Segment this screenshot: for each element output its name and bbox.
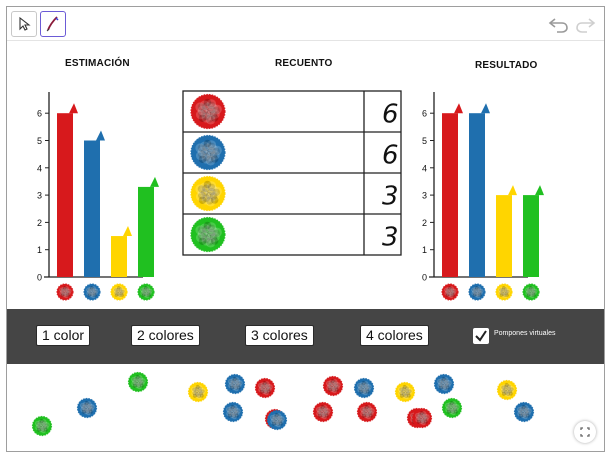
- y-tick-label: 4: [37, 163, 42, 173]
- resultado-title: RESULTADO: [475, 60, 538, 71]
- pen-icon: [46, 16, 59, 32]
- y-tick-label: 1: [37, 245, 42, 255]
- row-pompom-green: [190, 216, 226, 253]
- redo-icon: [576, 18, 596, 33]
- y-tick-label: 1: [422, 245, 427, 255]
- tray-pompom-yellow: [187, 381, 209, 403]
- row-count: 3: [382, 223, 399, 253]
- row-pompom-yellow: [190, 175, 226, 212]
- y-tick-label: 6: [37, 109, 42, 119]
- resultado-chart: 0 1 2 3 4 5 6: [422, 92, 544, 301]
- bar-handle-yellow: [123, 226, 132, 237]
- one-color-button[interactable]: 1 color: [36, 325, 91, 346]
- tray-pompom-blue: [353, 377, 375, 399]
- y-tick-label: 2: [422, 218, 427, 228]
- estimacion-title: ESTIMACIÓN: [65, 58, 130, 69]
- bar-blue: [469, 113, 485, 277]
- bar-yellow: [496, 195, 512, 277]
- category-pompom-red: [441, 283, 459, 301]
- tray-pompom-yellow: [496, 379, 518, 401]
- y-tick-label: 6: [422, 109, 427, 119]
- category-pompom-blue: [468, 283, 486, 301]
- bar-handle-red: [69, 103, 78, 114]
- category-pompom-blue: [83, 283, 101, 301]
- row-count: 6: [382, 141, 399, 171]
- row-count: 3: [382, 182, 399, 212]
- tray-pompom-blue: [266, 409, 288, 431]
- tray-pompom-red: [356, 401, 378, 423]
- bar-handle-green: [535, 185, 544, 196]
- bar-blue: [84, 140, 100, 277]
- bar-handle-green: [150, 176, 159, 187]
- two-colors-button[interactable]: 2 colores: [131, 325, 200, 346]
- row-pompom-red: [190, 93, 226, 130]
- tray-pompom-blue: [433, 373, 455, 395]
- tray-pompom-blue: [224, 373, 246, 395]
- tray-pompom-blue: [222, 401, 244, 423]
- checkmark-icon: [475, 330, 487, 342]
- category-pompom-green: [522, 283, 540, 301]
- four-colors-button[interactable]: 4 colores: [360, 325, 429, 346]
- bar-green: [523, 195, 539, 277]
- bar-handle-red: [454, 103, 463, 114]
- virtual-pompoms-label: Pompones virtuales: [494, 330, 556, 337]
- redo-button[interactable]: [573, 13, 597, 35]
- category-pompom-yellow: [110, 283, 128, 301]
- y-tick-label: 3: [37, 191, 42, 201]
- tray-pompom-blue: [513, 401, 535, 423]
- tray-pompom-green: [127, 371, 149, 393]
- row-pompom-blue: [190, 134, 226, 171]
- category-pompom-yellow: [495, 283, 513, 301]
- virtual-pompoms-checkbox[interactable]: [473, 328, 489, 344]
- bar-handle-blue: [481, 103, 490, 114]
- y-tick-label: 5: [422, 136, 427, 146]
- row-count: 6: [382, 100, 399, 130]
- y-tick-label: 0: [37, 273, 42, 283]
- applet-stage: ESTIMACIÓN RECUENTO RESULTADO 0 1 2 3 4 5 6 0 1…: [7, 42, 604, 451]
- tray-pompom-green: [31, 415, 53, 437]
- tray-pompom-red: [312, 401, 334, 423]
- tray-pompom-green: [441, 397, 463, 419]
- pointer-icon: [19, 16, 31, 31]
- bar-red: [57, 113, 73, 277]
- pen-tool-button[interactable]: [40, 11, 66, 37]
- estimacion-chart[interactable]: 0 1 2 3 4 5 6: [27, 82, 167, 312]
- tray-pompom-blue: [76, 397, 98, 419]
- move-tool-button[interactable]: [11, 11, 37, 37]
- undo-icon: [548, 18, 568, 33]
- bar-handle-yellow: [508, 185, 517, 196]
- recuento-title: RECUENTO: [275, 58, 333, 69]
- y-tick-label: 0: [422, 273, 427, 283]
- bar-red: [442, 113, 458, 277]
- toolbar: [7, 7, 604, 41]
- y-tick-label: 3: [422, 191, 427, 201]
- y-tick-label: 2: [37, 218, 42, 228]
- tray-pompom-red: [322, 375, 344, 397]
- category-pompom-red: [56, 283, 74, 301]
- y-tick-label: 4: [422, 163, 427, 173]
- pompom-tray[interactable]: [7, 364, 604, 451]
- category-pompom-green: [137, 283, 155, 301]
- three-colors-button[interactable]: 3 colores: [245, 325, 314, 346]
- bar-handle-blue: [96, 130, 105, 141]
- tray-pompom-yellow: [394, 381, 416, 403]
- tray-pompom-red: [254, 377, 276, 399]
- undo-button[interactable]: [547, 13, 571, 35]
- y-tick-label: 5: [37, 136, 42, 146]
- bar-green: [138, 186, 154, 277]
- applet-frame: ESTIMACIÓN RECUENTO RESULTADO 0 1 2 3 4 5 6 0 1…: [6, 6, 605, 452]
- tray-pompom-red: [411, 407, 433, 429]
- fullscreen-icon: [580, 427, 590, 437]
- recuento-table[interactable]: 6 6 3 3: [182, 89, 407, 259]
- control-bar: 1 color 2 colores 3 colores 4 colores Po…: [7, 309, 604, 364]
- bar-yellow: [111, 236, 127, 277]
- fullscreen-button[interactable]: [574, 421, 596, 443]
